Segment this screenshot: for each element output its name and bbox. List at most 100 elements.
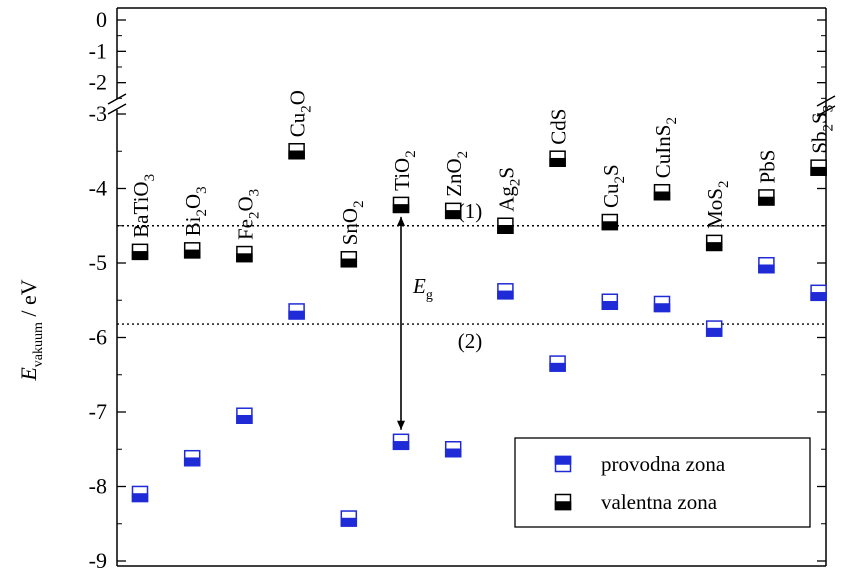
conduction-band-marker-fill [236, 414, 253, 424]
material-label: Cu2S [599, 164, 628, 208]
conduction-band-marker-fill [705, 327, 723, 337]
material-label: SnO2 [338, 200, 367, 245]
valence-band-marker [705, 234, 723, 252]
valence-band-marker-fill [758, 196, 775, 206]
conduction-band-marker [497, 283, 514, 300]
valence-band-marker-fill [131, 251, 149, 261]
legend-marker-fill [554, 501, 572, 511]
y-tick-label: -3 [89, 101, 107, 126]
valence-band-marker-fill [653, 191, 671, 201]
valence-band-marker-fill [392, 204, 410, 214]
conduction-band-marker [549, 355, 566, 372]
material-label: Fe2O3 [233, 189, 262, 240]
band-gap-arrow: Eg [397, 216, 433, 430]
conduction-band-marker-fill [601, 300, 619, 310]
y-axis-title: Evakuum / eV [16, 279, 46, 381]
legend-marker-fill [554, 455, 572, 465]
material-label: TiO2 [390, 150, 419, 191]
gap-arrow-head-down [397, 420, 405, 430]
y-tick-label: -2 [89, 70, 107, 95]
y-tick-label: 0 [96, 7, 107, 32]
conduction-band-marker [705, 320, 723, 337]
valence-band-marker-fill [810, 166, 827, 176]
conduction-band-marker [131, 485, 149, 503]
conduction-band-marker [183, 449, 201, 467]
conduction-band-marker-fill [340, 517, 358, 527]
y-tick-label: -7 [89, 399, 107, 424]
y-tick-label: -4 [89, 176, 107, 201]
valence-band-marker [340, 251, 358, 268]
conduction-band-marker-fill [497, 290, 514, 300]
material-label: Cu2O [286, 90, 315, 137]
legend: provodna zona valentna zona [514, 437, 811, 528]
valence-band-marker-fill [601, 221, 619, 231]
axis-break-mark [107, 93, 127, 105]
valence-band-marker [549, 150, 566, 167]
material-label: CdS [547, 109, 571, 145]
material-label: ZnO2 [442, 151, 471, 197]
valence-band-marker-fill [183, 249, 201, 259]
gap-arrow-head-up [397, 216, 405, 226]
valence-band-marker-fill [705, 242, 723, 252]
material-label: Bi2O3 [181, 186, 210, 236]
material-label: Ag2S [494, 167, 523, 212]
y-tick-label: -1 [89, 38, 107, 63]
reference-line-label: (2) [458, 329, 483, 353]
valence-band-marker-fill [236, 253, 253, 263]
valence-band-marker [392, 196, 410, 214]
conduction-band-marker [758, 256, 775, 274]
conduction-band-marker [340, 510, 358, 527]
conduction-band-marker-fill [288, 310, 305, 320]
legend-box [514, 437, 811, 528]
reference-line-label: (1) [458, 199, 483, 223]
valence-band-marker [288, 143, 305, 160]
conduction-band-marker [444, 441, 462, 458]
valence-band-marker [131, 243, 149, 261]
y-axis-label: Evakuum / eV [16, 279, 46, 381]
y-tick-label: -8 [89, 474, 107, 499]
valence-band-marker [183, 242, 201, 259]
conduction-band-marker [653, 295, 671, 313]
conduction-band-marker [601, 293, 619, 310]
conduction-band-marker-fill [183, 457, 201, 467]
material-labels: BaTiO3 Bi2O3 Fe2O3 Cu2O SnO2 TiO2 ZnO2 Ag2S CdS C… [129, 90, 837, 245]
gap-arrow-label: Eg [412, 274, 433, 303]
valence-band-marker [601, 213, 619, 231]
y-tick-label: -5 [89, 250, 107, 275]
valence-band-marker [758, 189, 775, 206]
valence-band-marker [444, 202, 462, 220]
conduction-band-marker [392, 433, 410, 451]
conduction-band-marker-fill [758, 264, 775, 274]
material-label: Sb2S3 [808, 105, 837, 154]
conduction-band-marker-fill [549, 362, 566, 372]
conduction-band-marker-fill [444, 448, 462, 458]
y-tick-label: -6 [89, 325, 107, 350]
valence-band-marker-fill [288, 150, 305, 160]
y-tick-label: -9 [89, 548, 107, 571]
material-label: PbS [755, 150, 779, 184]
valence-band-marker [497, 217, 514, 234]
conduction-band-marker-fill [392, 441, 410, 451]
conduction-band-marker [288, 303, 305, 320]
conduction-band-marker-fill [810, 292, 827, 302]
valence-band-marker-fill [444, 210, 462, 220]
material-label: MoS2 [703, 181, 732, 229]
material-label: CuInS2 [651, 117, 680, 178]
axis-break-mark [816, 95, 836, 107]
legend-entry-label: provodna zona [601, 452, 726, 476]
valence-band-marker [653, 183, 671, 201]
legend-entry-label: valentna zona [601, 490, 718, 514]
material-label: BaTiO3 [129, 174, 158, 238]
conduction-band-marker [236, 407, 253, 424]
valence-band-marker-fill [549, 157, 566, 167]
conduction-band-marker-fill [131, 493, 149, 503]
conduction-band-marker [810, 284, 827, 302]
valence-band-marker-fill [497, 225, 514, 234]
axis-break-mark [107, 103, 127, 115]
y-ticks: 0 -1 -2 -3 -4 -5 -6 -7 -8 -9 [89, 7, 826, 571]
valence-band-marker [236, 245, 253, 263]
band-markers [131, 143, 827, 527]
valence-band-marker [810, 159, 827, 176]
valence-band-marker-fill [340, 258, 358, 268]
